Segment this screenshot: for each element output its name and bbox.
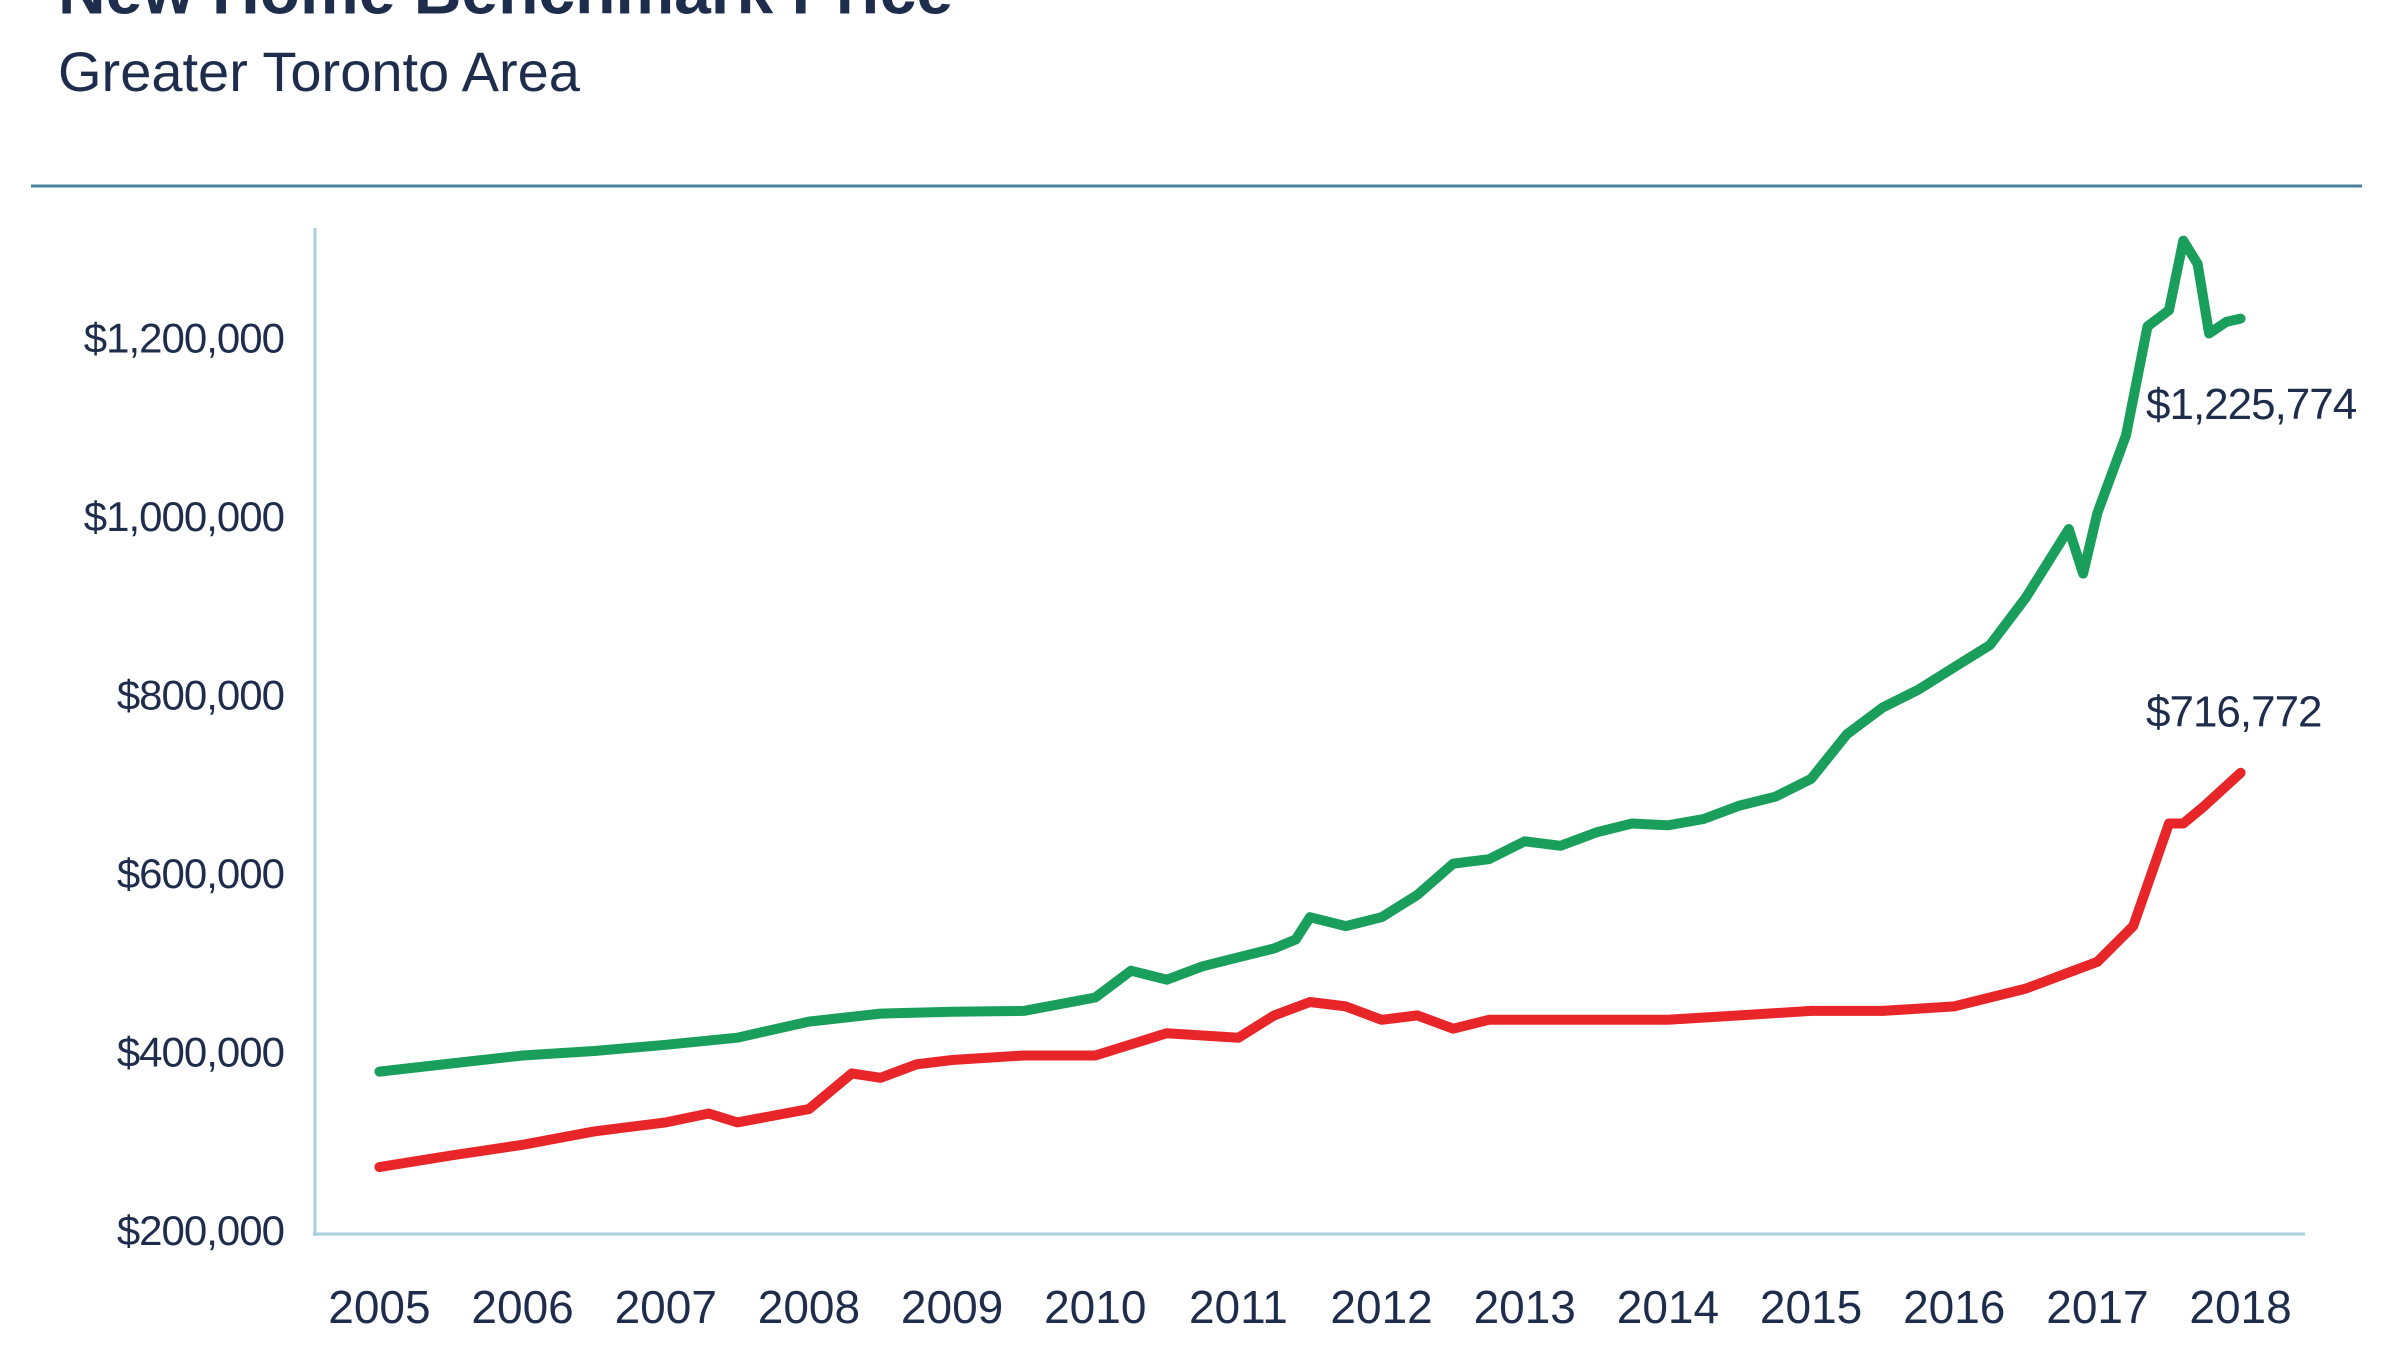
y-tick-label: $1,000,000	[84, 493, 284, 540]
x-tick-label: 2012	[1330, 1281, 1432, 1333]
y-tick-label: $1,200,000	[84, 315, 284, 362]
x-tick-label: 2017	[2046, 1281, 2148, 1333]
y-tick-label: $600,000	[117, 850, 284, 897]
y-tick-label: $200,000	[117, 1207, 284, 1254]
chart-subtitle: Greater Toronto Area	[58, 40, 581, 103]
series-line	[374, 767, 2246, 1173]
y-tick-label: $800,000	[117, 672, 284, 719]
x-tick-label: 2005	[328, 1281, 430, 1333]
x-tick-label: 2016	[1903, 1281, 2005, 1333]
x-tick-label: 2013	[1474, 1281, 1576, 1333]
x-tick-label: 2015	[1760, 1281, 1862, 1333]
x-tick-label: 2011	[1189, 1281, 1288, 1333]
x-tick-label: 2009	[901, 1281, 1003, 1333]
x-tick-label: 2014	[1617, 1281, 1719, 1333]
chart-title: New Home Benchmark Price	[58, 0, 953, 27]
y-tick-label: $400,000	[117, 1029, 284, 1076]
value-label: $1,225,774	[2146, 380, 2357, 429]
x-tick-label: 2008	[758, 1281, 860, 1333]
x-tick-label: 2018	[2189, 1281, 2291, 1333]
value-label: $716,772	[2146, 687, 2322, 736]
x-tick-label: 2007	[615, 1281, 717, 1333]
x-tick-label: 2006	[471, 1281, 573, 1333]
series-line	[374, 235, 2246, 1077]
x-tick-label: 2010	[1044, 1281, 1146, 1333]
